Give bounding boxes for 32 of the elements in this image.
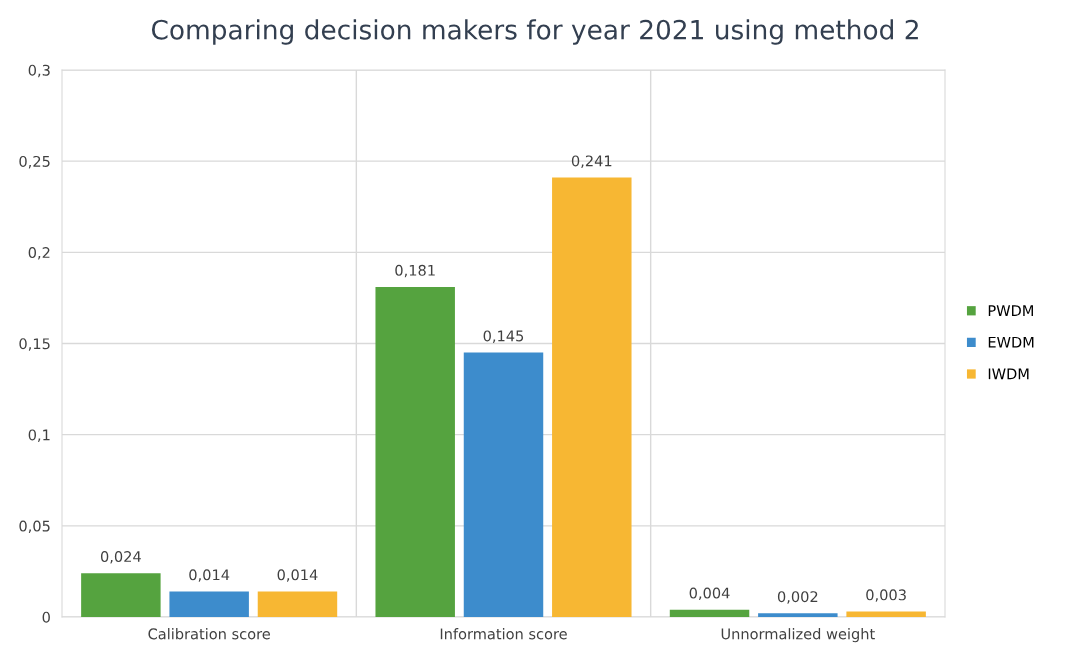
legend-label: IWDM: [988, 368, 1029, 380]
y-tick-label: 0,1: [28, 429, 50, 442]
bar: [846, 611, 926, 617]
y-tick-label: 0,25: [19, 155, 50, 169]
data-label: 0,181: [395, 264, 435, 278]
x-tick-label: Unnormalized weight: [721, 628, 875, 643]
data-label: 0,004: [689, 587, 730, 601]
data-label: 0,014: [277, 569, 318, 582]
bar: [463, 352, 544, 617]
x-tick-label: Calibration score: [148, 628, 270, 640]
data-label: 0,024: [100, 551, 141, 564]
legend-label: EWDM: [988, 336, 1034, 348]
data-label: 0,145: [483, 330, 524, 343]
y-tick-label: 0,3: [28, 64, 50, 78]
data-label: 0,241: [571, 155, 612, 168]
chart-title: Comparing decision makers for year 2021 using method 2: [151, 19, 918, 45]
bar: [375, 286, 455, 617]
legend-label: PWDM: [988, 305, 1033, 316]
y-tick-label: 0: [42, 611, 50, 623]
data-label: 0,003: [866, 589, 906, 602]
data-label: 0,002: [777, 591, 818, 604]
bar: [552, 177, 632, 617]
bar: [257, 591, 338, 617]
bar: [81, 573, 161, 617]
bar: [758, 613, 838, 617]
bar: [169, 591, 249, 617]
data-label: 0,014: [189, 569, 230, 582]
bar: [669, 609, 750, 617]
y-tick-label: 0,2: [28, 247, 50, 260]
y-tick-label: 0,05: [19, 520, 50, 534]
y-tick-label: 0,15: [19, 338, 50, 351]
x-tick-label: Information score: [440, 628, 567, 640]
